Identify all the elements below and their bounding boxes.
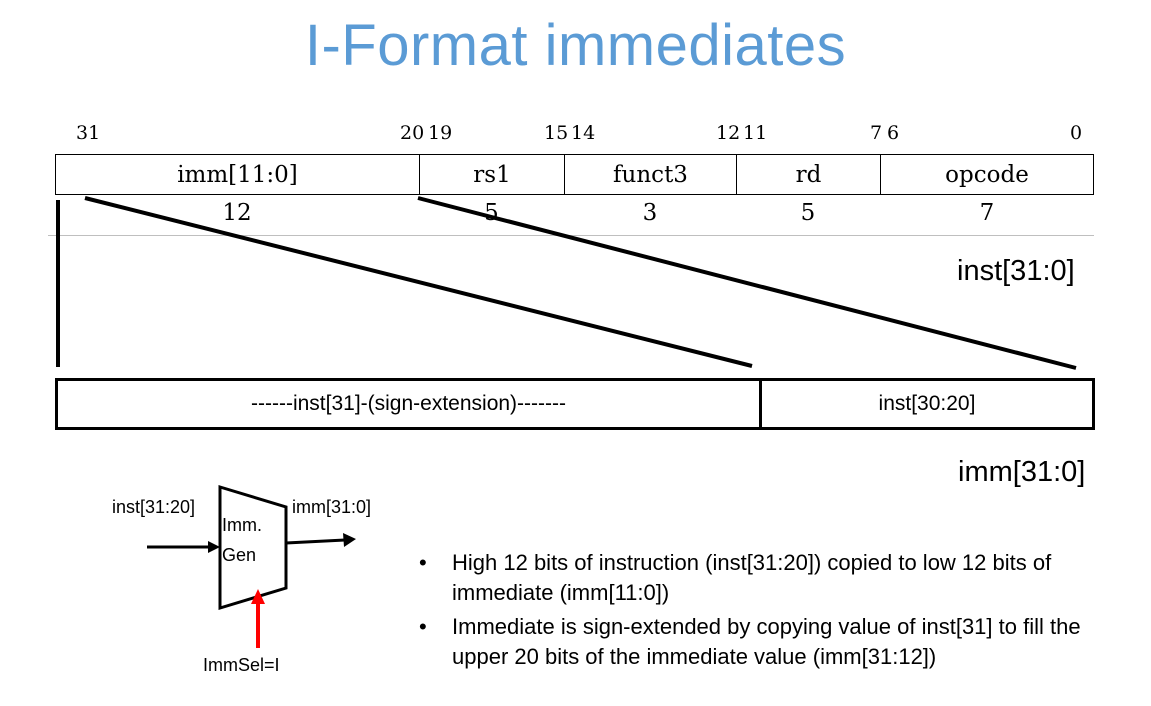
output-arrowhead bbox=[343, 533, 356, 547]
bit-position-0: 0 bbox=[1070, 122, 1083, 144]
bit-position-19: 19 bbox=[428, 122, 453, 144]
field-funct3: funct3 bbox=[565, 155, 737, 194]
imm-sel-label: ImmSel=I bbox=[203, 655, 280, 675]
width-funct3: 3 bbox=[642, 200, 658, 226]
imm-right-mapping-line bbox=[417, 196, 1077, 370]
bit-position-14: 14 bbox=[571, 122, 596, 144]
bullet-text: High 12 bits of instruction (inst[31:20]… bbox=[452, 550, 1052, 605]
field-opcode: opcode bbox=[945, 161, 1029, 188]
imm-label: imm[31:0] bbox=[958, 456, 1086, 488]
bullet-text: Immediate is sign-extended by copying va… bbox=[452, 614, 1081, 669]
field-rd: rd bbox=[737, 155, 881, 194]
width-opcode: 7 bbox=[979, 200, 995, 226]
width-imm: 12 bbox=[222, 200, 252, 226]
instruction-format-row: imm[11:0] rs1 funct3 rd opcode bbox=[55, 154, 1094, 195]
width-rd: 5 bbox=[800, 200, 816, 226]
imm-gen-label-line1: Imm. bbox=[222, 515, 262, 535]
bit-position-12: 12 bbox=[716, 122, 741, 144]
sign-extension-field: ------inst[31]-(sign-extension)------- bbox=[58, 381, 762, 427]
bit-position-11: 11 bbox=[743, 122, 768, 144]
bullet-dot-icon: • bbox=[419, 550, 427, 575]
bit-position-15: 15 bbox=[544, 122, 569, 144]
field-imm: imm[11:0] bbox=[56, 155, 420, 194]
imm-left-mapping-line bbox=[84, 196, 753, 368]
page-title: I-Format immediates bbox=[304, 13, 847, 78]
field-rs1: rs1 bbox=[420, 155, 565, 194]
imm-gen-block bbox=[218, 484, 288, 611]
bit-position-31: 31 bbox=[76, 122, 101, 144]
imm-gen-input-label: inst[31:20] bbox=[112, 497, 196, 517]
bullet-item: • Immediate is sign-extended by copying … bbox=[415, 612, 1135, 672]
input-arrowhead bbox=[208, 541, 220, 553]
explanation-list: • High 12 bits of instruction (inst[31:2… bbox=[415, 548, 1135, 676]
imm-gen-label-line2: Gen bbox=[222, 545, 257, 565]
select-arrowhead bbox=[251, 589, 265, 604]
bit-position-20: 20 bbox=[400, 122, 425, 144]
bullet-dot-icon: • bbox=[419, 614, 427, 639]
low-bits-field: inst[30:20] bbox=[878, 392, 976, 415]
imm-gen-output-label: imm[31:0] bbox=[292, 497, 372, 517]
bit-position-7: 7 bbox=[870, 122, 883, 144]
imm-gen-diagram bbox=[147, 484, 356, 648]
bullet-item: • High 12 bits of instruction (inst[31:2… bbox=[415, 548, 1135, 608]
inst-label: inst[31:0] bbox=[957, 255, 1075, 287]
output-arrow-line bbox=[285, 538, 346, 545]
bit-position-6: 6 bbox=[887, 122, 900, 144]
immediate-format-row: ------inst[31]-(sign-extension)------- i… bbox=[55, 378, 1095, 430]
